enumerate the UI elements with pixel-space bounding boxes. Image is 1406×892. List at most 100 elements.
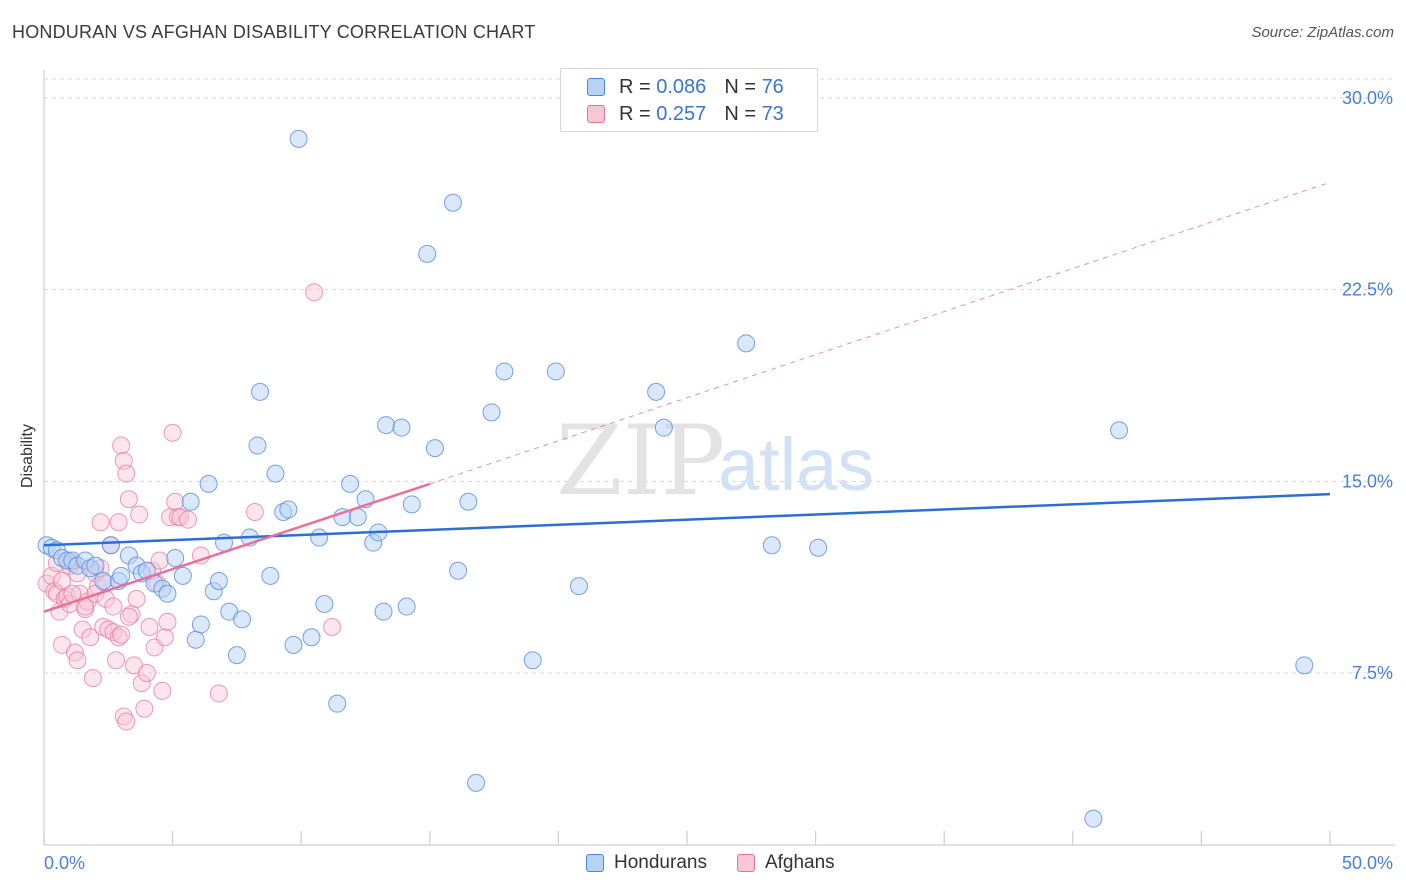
hondurans-point-60: [449, 561, 468, 580]
hondurans-point-9: [86, 556, 105, 575]
legend-swatch-hondurans: [587, 78, 605, 96]
hondurans-point-72: [809, 538, 828, 557]
series-swatch-hondurans: [586, 854, 604, 872]
hondurans-point-61: [459, 492, 478, 511]
legend-swatch-afghans: [587, 105, 605, 123]
hondurans-point-70: [737, 334, 756, 353]
afghans-point-44: [153, 681, 172, 700]
axes: [43, 70, 1395, 846]
afghans-trend-extension: [429, 181, 1331, 485]
hondurans-point-13: [112, 566, 131, 585]
hondurans-point-54: [392, 418, 411, 437]
afghans-point-72: [109, 513, 128, 532]
correlation-legend: R = 0.086 N = 76 R = 0.257 N = 73: [560, 68, 818, 132]
hondurans-point-48: [348, 508, 367, 527]
afghans-point-49: [166, 492, 185, 511]
afghans-point-21: [94, 618, 113, 636]
afghans-point-34: [127, 589, 146, 608]
afghans-point-52: [179, 510, 198, 529]
afghans-point-31: [119, 490, 138, 509]
hondurans-point-53: [377, 416, 396, 435]
afghans-point-30: [117, 464, 136, 483]
watermark-zip: ZIP: [556, 405, 725, 517]
hondurans-point-32: [233, 610, 252, 629]
hondurans-point-59: [443, 193, 462, 212]
legend-row-afghans: R = 0.257 N = 73: [587, 102, 784, 126]
hondurans-point-65: [523, 651, 542, 670]
afghans-point-56: [305, 283, 324, 302]
hondurans-point-21: [166, 549, 185, 567]
hondurans-point-73: [1084, 809, 1103, 828]
afghans-point-55: [245, 503, 264, 521]
afghans-point-57: [323, 618, 342, 636]
afghans-point-54: [209, 684, 228, 703]
series-legend: Hondurans Afghans: [586, 852, 865, 874]
hondurans-point-41: [289, 129, 308, 148]
hondurans-point-39: [279, 500, 298, 519]
watermark-atlas: atlas: [718, 423, 874, 506]
afghans-point-48: [163, 423, 182, 442]
afghans-point-26: [107, 651, 126, 670]
afghans-point-36: [132, 674, 151, 693]
source-label: Source: ZipAtlas.com: [1251, 24, 1394, 41]
hondurans-point-62: [467, 773, 486, 792]
afghans-point-13: [73, 620, 92, 639]
legend-r-label: R =: [619, 102, 651, 125]
series-swatch-afghans: [736, 854, 755, 872]
afghans-point-28: [112, 436, 131, 455]
hondurans-point-56: [402, 495, 421, 514]
hondurans-point-11: [101, 536, 120, 555]
trend-lines: [43, 181, 1331, 613]
afghans-point-39: [140, 618, 159, 636]
hondurans-point-40: [284, 635, 303, 654]
afghans-point-27: [109, 628, 128, 647]
hondurans-point-37: [266, 464, 285, 483]
series-legend-afghans[interactable]: Afghans: [736, 852, 835, 874]
hondurans-point-74: [1110, 421, 1129, 440]
hondurans-point-57: [418, 244, 437, 263]
hondurans-point-26: [199, 474, 218, 493]
hondurans-point-44: [315, 595, 334, 613]
legend-r-label: R =: [619, 75, 651, 98]
afghans-point-38: [137, 664, 156, 682]
afghans-point-69: [104, 597, 123, 616]
hondurans-points: [37, 129, 1314, 828]
afghans-point-11: [68, 651, 87, 670]
legend-n-label: N =: [724, 102, 756, 125]
gridlines: [44, 78, 1395, 674]
afghans-point-71: [119, 607, 138, 626]
afghans-point-16: [81, 628, 100, 647]
hondurans-point-55: [397, 597, 416, 616]
afghans-point-46: [158, 612, 177, 631]
afghans-point-58: [114, 707, 133, 726]
afghans-point-15: [78, 592, 97, 611]
watermark: ZIP atlas: [556, 405, 874, 517]
hondurans-point-25: [191, 615, 210, 634]
hondurans-point-45: [328, 694, 347, 713]
afghans-point-35: [130, 505, 149, 524]
series-label-afghans: Afghans: [764, 852, 835, 873]
hondurans-point-69: [654, 418, 673, 437]
afghans-point-59: [117, 712, 136, 731]
legend-r-value: 0.086: [656, 75, 707, 98]
afghans-point-53: [191, 546, 210, 565]
series-label-hondurans: Hondurans: [614, 852, 707, 873]
legend-n-label: N =: [724, 75, 756, 98]
afghans-point-61: [53, 572, 72, 590]
y-tick-label-3: 30.0%: [1342, 88, 1393, 108]
legend-r-value: 0.257: [656, 102, 707, 125]
hondurans-point-36: [261, 566, 280, 585]
hondurans-point-34: [248, 436, 267, 455]
hondurans-point-58: [425, 439, 444, 458]
hondurans-point-66: [546, 362, 565, 381]
series-legend-hondurans[interactable]: Hondurans: [586, 852, 707, 874]
tick-labels: 7.5% 15.0% 22.5% 30.0% 0.0% 50.0%: [44, 88, 1393, 873]
y-tick-label-2: 22.5%: [1342, 280, 1393, 300]
hondurans-point-75: [1295, 656, 1314, 675]
x-tick-label-max: 50.0%: [1342, 853, 1393, 873]
legend-n-value: 76: [761, 75, 784, 98]
hondurans-point-43: [310, 528, 329, 547]
hondurans-point-68: [647, 382, 666, 401]
afghans-point-45: [155, 628, 174, 647]
hondurans-point-52: [374, 602, 393, 621]
